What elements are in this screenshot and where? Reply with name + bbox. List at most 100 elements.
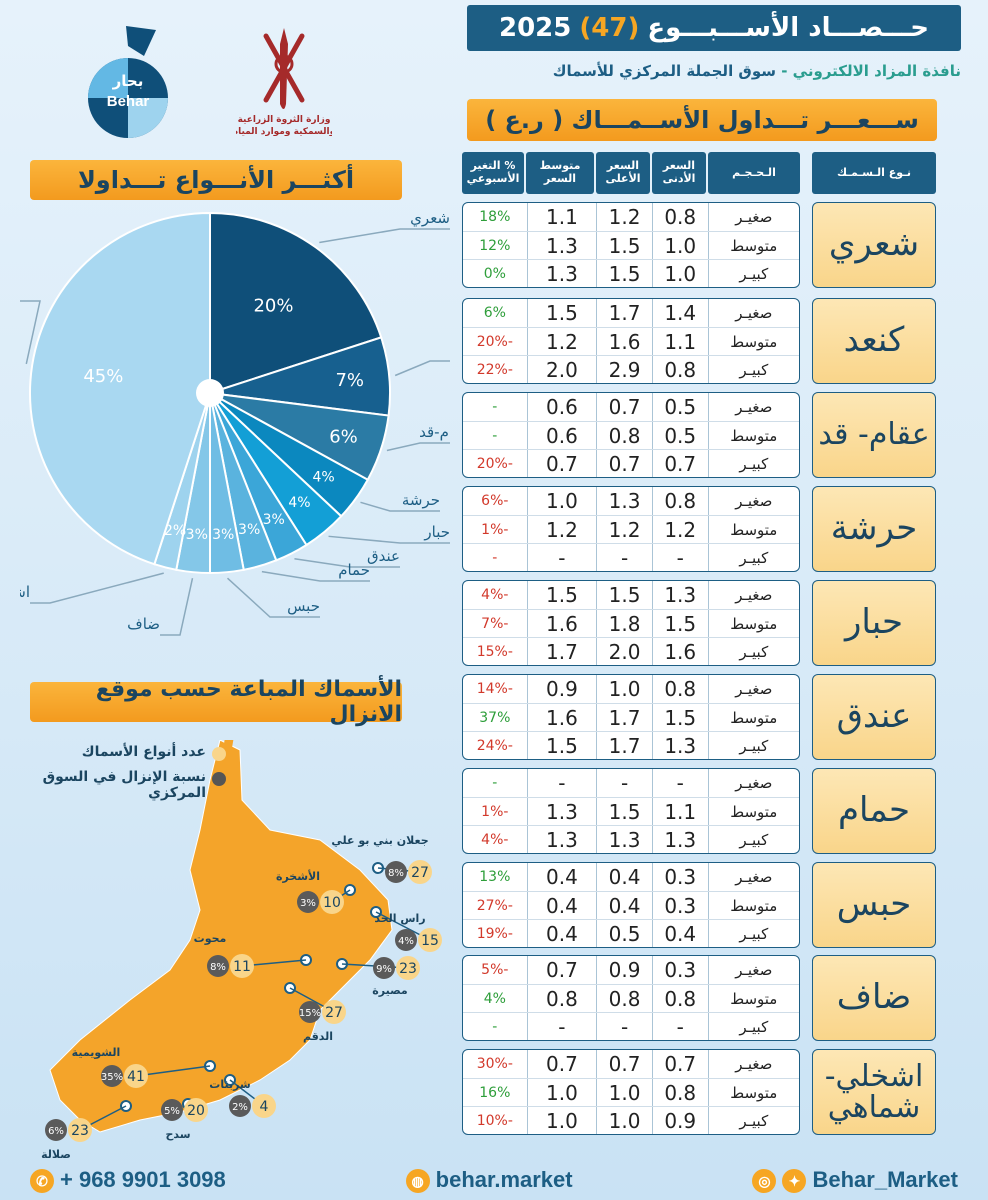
header-min: السعر الأدنى — [652, 152, 706, 194]
cell-min: 1.3 — [651, 826, 708, 853]
cell-chg: -10% — [476, 1112, 513, 1129]
site-count-badge — [396, 956, 420, 980]
pie-leader-line — [319, 228, 450, 244]
cell-chg: 12% — [479, 237, 511, 254]
site-share-badge — [101, 1065, 123, 1087]
website-link[interactable]: ◍ behar.market — [405, 1167, 573, 1194]
price-group: صغيـر - - - - متوسط 1.1 1.5 1.3 -1% كبيـر 1.3 1.3 1.3… — [462, 768, 800, 854]
title-text: حـــصـــاد الأســـبـــوع — [647, 13, 930, 43]
pie-percent-label: 3% — [238, 522, 260, 538]
cell-avg: 0.9 — [526, 675, 597, 703]
pie-percent-label: 3% — [212, 527, 234, 543]
table-row: متوسط 1.1 1.5 1.3 -1% — [463, 797, 799, 825]
cell-chg: 37% — [479, 709, 511, 726]
cell-size: كبيـر — [707, 544, 799, 571]
fish-name: حرشة — [812, 486, 936, 572]
pie-category-label: حمام — [338, 561, 370, 579]
cell-size: كبيـر — [707, 260, 799, 287]
site-share-text: 8% — [210, 962, 226, 973]
cell-size: صغيـر — [707, 581, 799, 609]
table-row: متوسط 0.8 1.0 1.0 16% — [463, 1078, 799, 1106]
pie-center-hole — [196, 379, 224, 407]
table-row: كبيـر 0.7 0.7 0.7 -20% — [463, 449, 799, 477]
cell-min: 0.4 — [651, 920, 708, 947]
cell-size: متوسط — [707, 232, 799, 259]
cell-max: 0.7 — [596, 393, 652, 421]
table-row: متوسط 0.3 0.4 0.4 -27% — [463, 891, 799, 919]
cell-min: - — [651, 1013, 708, 1040]
cell-avg: 1.3 — [526, 232, 597, 259]
cell-min: 1.4 — [651, 299, 708, 327]
cell-chg: - — [492, 399, 498, 415]
pie-leader-line — [328, 535, 450, 544]
site-share-badge — [299, 1001, 321, 1023]
table-row: صغيـر 0.3 0.4 0.4 13% — [463, 863, 799, 891]
price-group: صغيـر 0.3 0.9 0.7 -5% متوسط 0.8 0.8 0.8 4% كبيـر - -… — [462, 955, 800, 1041]
fish-name: حمام — [812, 768, 936, 854]
cell-chg: - — [492, 549, 498, 566]
site-share-text: 8% — [388, 868, 404, 879]
cell-size: متوسط — [707, 892, 799, 919]
cell-max: 1.5 — [596, 232, 652, 259]
social-handle[interactable]: ◎ ✦ Behar_Market — [752, 1167, 958, 1194]
cell-avg: 0.4 — [526, 920, 597, 947]
cell-avg: 1.6 — [526, 610, 597, 637]
site-count-badge — [68, 1118, 92, 1142]
fish-name: شعري — [812, 202, 936, 288]
cell-min: 0.7 — [651, 450, 708, 477]
cell-avg: 1.0 — [526, 1079, 597, 1106]
cell-chg: -14% — [476, 681, 513, 697]
subtitle-part2: سوق الجملة المركزي للأسماك — [552, 62, 776, 80]
cell-max: 1.7 — [596, 704, 652, 731]
cell-min: 0.8 — [651, 675, 708, 703]
site-share-badge — [395, 929, 417, 951]
cell-size: متوسط — [707, 516, 799, 543]
cell-size: كبيـر — [707, 826, 799, 853]
table-row: كبيـر 0.4 0.5 0.4 -19% — [463, 919, 799, 947]
site-name-label: الأشخرة — [276, 869, 320, 883]
price-group: صغيـر 0.5 0.7 0.6- متوسط 0.5 0.8 0.6- كبيـر 0.7 0.… — [462, 392, 800, 478]
cell-max: 1.8 — [596, 610, 652, 637]
site-count-badge — [124, 1064, 148, 1088]
header-fish: نـوع الـسـمـك — [812, 152, 936, 194]
price-table-title: ســـعـــر تـــداول الأســمـــاك ( ر.ع ) — [467, 99, 937, 141]
price-group: صغيـر 0.8 1.3 1.0 -6% متوسط 1.2 1.2 1.2 -1% كبيـر -… — [462, 486, 800, 572]
cell-size: كبيـر — [707, 732, 799, 759]
cell-max: 1.0 — [596, 1107, 652, 1134]
pie-leader-line — [30, 572, 164, 604]
cell-min: 0.7 — [651, 1050, 708, 1078]
table-row: كبيـر 1.3 1.3 1.3 -4% — [463, 825, 799, 853]
legend-share-label: نسبة الإنزال في السوق المركزي — [42, 769, 206, 801]
cell-min: 0.9 — [651, 1107, 708, 1134]
pie-leader-line — [394, 360, 450, 377]
cell-avg: - — [526, 544, 597, 571]
phone-contact[interactable]: ✆ + 968 9901 3098 — [30, 1167, 226, 1194]
cell-min: 0.8 — [651, 1079, 708, 1106]
price-group: صغيـر 0.3 0.4 0.4 13% متوسط 0.3 0.4 0.4 -27% كبيـر… — [462, 862, 800, 948]
cell-chg: -6% — [481, 493, 509, 509]
fish-name: ضاف — [812, 955, 936, 1041]
cell-min: 1.3 — [651, 581, 708, 609]
cell-avg: 1.5 — [526, 299, 597, 327]
cell-chg: -19% — [476, 925, 513, 942]
cell-size: صغيـر — [707, 863, 799, 891]
cell-size: صغيـر — [707, 299, 799, 327]
cell-avg: 0.7 — [526, 956, 597, 984]
site-name-label: جعلان بني بو علي — [331, 834, 428, 847]
site-share-text: 3% — [300, 898, 316, 909]
cell-min: 1.5 — [651, 610, 708, 637]
pie-title: أكثـــر الأنـــواع تـــداولا — [30, 160, 402, 200]
cell-min: - — [651, 544, 708, 571]
cell-size: متوسط — [707, 985, 799, 1012]
cell-min: 0.3 — [651, 863, 708, 891]
table-row: متوسط 1.0 1.5 1.3 12% — [463, 231, 799, 259]
site-share-text: 35% — [101, 1072, 123, 1083]
table-row: صغيـر 0.7 0.7 0.7 -30% — [463, 1050, 799, 1078]
legend-count: عدد أنواع الأسماك — [30, 744, 226, 761]
cell-min: 0.8 — [651, 487, 708, 515]
cell-min: 1.0 — [651, 260, 708, 287]
pie-leader-line — [294, 557, 400, 568]
cell-size: كبيـر — [707, 356, 799, 383]
price-group: صغيـر 0.7 0.7 0.7 -30% متوسط 0.8 1.0 1.0 16% كبيـر… — [462, 1049, 800, 1135]
